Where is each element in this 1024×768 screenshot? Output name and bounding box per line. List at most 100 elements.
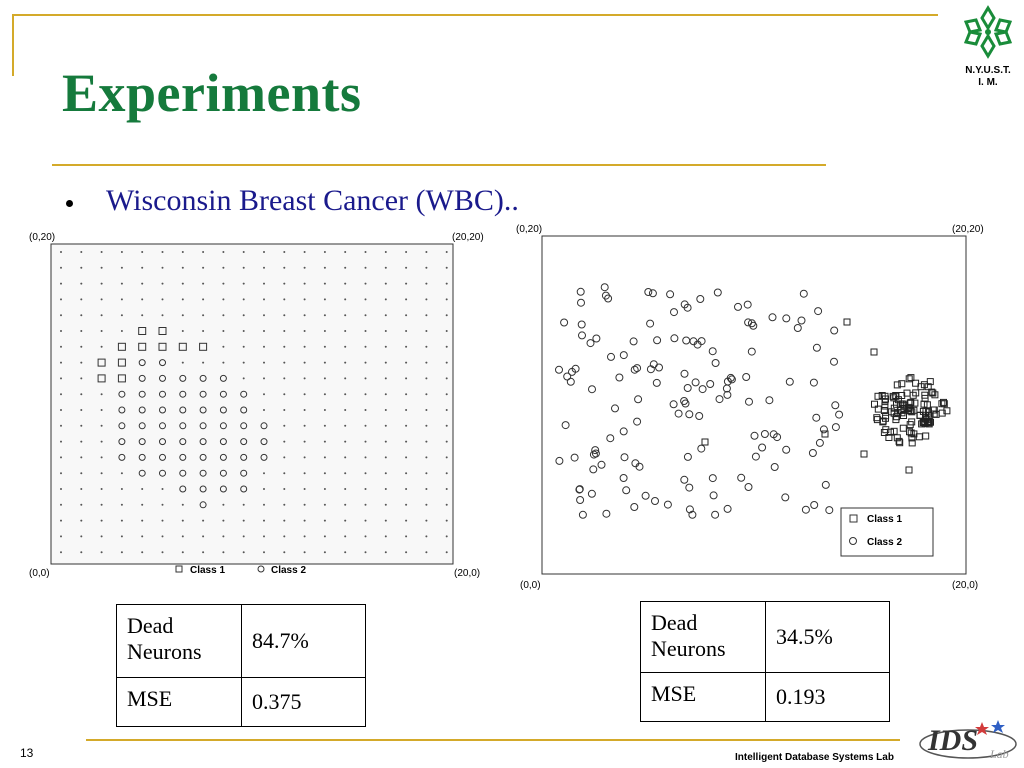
scatter-point-class2 bbox=[723, 390, 732, 399]
som-node-circle bbox=[219, 485, 227, 493]
som-node-dot bbox=[323, 503, 326, 506]
scatter-point-class1 bbox=[925, 419, 932, 427]
scatter-point-class1 bbox=[893, 381, 901, 389]
som-node-dot bbox=[283, 409, 286, 411]
scatter-point-class1 bbox=[890, 394, 898, 402]
scatter-point-class2 bbox=[587, 489, 596, 498]
som-node-dot bbox=[181, 503, 184, 506]
scatter-point-class1 bbox=[871, 400, 878, 408]
scatter-point-class2 bbox=[734, 302, 742, 311]
scatter-point-class1 bbox=[878, 392, 886, 399]
scatter-point-class2 bbox=[835, 410, 844, 419]
som-node-dot bbox=[303, 298, 306, 301]
scatter-point-class2 bbox=[688, 510, 697, 519]
right-plot-corner-bottom-left: (0,0) bbox=[520, 580, 541, 591]
som-node-dot bbox=[60, 251, 62, 253]
som-node-dot bbox=[202, 314, 205, 317]
scatter-point-class1 bbox=[860, 450, 868, 458]
som-node-dot bbox=[222, 282, 225, 285]
som-node-dot bbox=[181, 298, 184, 301]
som-node-dot bbox=[303, 424, 306, 427]
scatter-point-class2 bbox=[560, 318, 569, 327]
som-node-dot bbox=[80, 519, 83, 522]
som-node-dot bbox=[323, 377, 326, 380]
som-node-dot bbox=[161, 282, 164, 285]
scatter-point-class2 bbox=[758, 443, 767, 452]
som-node-dot bbox=[263, 472, 265, 475]
scatter-point-class1 bbox=[908, 418, 916, 426]
scatter-point-class2 bbox=[698, 385, 707, 394]
som-node-dot bbox=[384, 345, 387, 348]
scatter-point-class2 bbox=[566, 377, 575, 386]
som-node-circle bbox=[159, 374, 166, 382]
som-node-dot bbox=[161, 251, 164, 253]
som-node-dot bbox=[80, 535, 83, 538]
som-node-circle bbox=[138, 359, 146, 367]
scatter-point-class2 bbox=[810, 501, 819, 509]
som-node-dot bbox=[425, 266, 428, 269]
som-node-circle bbox=[219, 469, 227, 477]
som-node-dot bbox=[120, 535, 123, 538]
som-node-dot bbox=[425, 503, 428, 506]
som-node-circle bbox=[118, 453, 126, 461]
som-node-dot bbox=[344, 409, 347, 411]
som-node-dot bbox=[445, 314, 448, 317]
som-node-dot bbox=[181, 551, 184, 554]
nyust-emblem-icon bbox=[963, 5, 1013, 59]
som-node-square bbox=[97, 374, 106, 383]
som-node-dot bbox=[445, 377, 448, 380]
som-node-dot bbox=[323, 409, 326, 411]
scatter-point-class2 bbox=[597, 460, 606, 469]
scatter-point-class1 bbox=[873, 414, 881, 422]
som-node-dot bbox=[100, 251, 103, 253]
scatter-point-class2 bbox=[713, 288, 722, 297]
scatter-point-class2 bbox=[711, 359, 720, 367]
som-node-circle bbox=[179, 469, 187, 477]
som-node-circle bbox=[199, 390, 207, 398]
som-node-dot bbox=[242, 345, 245, 348]
som-node-dot bbox=[100, 393, 103, 396]
som-node-dot bbox=[445, 535, 448, 538]
som-node-dot bbox=[344, 314, 347, 317]
som-node-dot bbox=[405, 440, 408, 443]
scatter-point-class1 bbox=[940, 400, 948, 408]
som-node-dot bbox=[100, 488, 103, 490]
som-node-dot bbox=[303, 456, 306, 459]
right-plot-points bbox=[555, 283, 951, 519]
som-node-dot bbox=[242, 551, 245, 554]
scatter-point-class1 bbox=[879, 418, 887, 426]
som-node-dot bbox=[384, 551, 387, 554]
som-node-dot bbox=[283, 282, 286, 285]
som-node-dot bbox=[405, 503, 408, 506]
left-plot-nodes bbox=[60, 251, 448, 554]
som-node-dot bbox=[384, 393, 387, 396]
som-node-dot bbox=[263, 345, 265, 348]
som-node-circle bbox=[138, 453, 146, 461]
som-node-dot bbox=[141, 551, 144, 554]
right-results-table: Dead Neurons 34.5% MSE 0.193 bbox=[640, 601, 890, 722]
som-node-dot bbox=[80, 282, 83, 285]
page-number: 13 bbox=[20, 746, 34, 760]
scatter-point-class2 bbox=[799, 289, 808, 298]
scatter-point-class1 bbox=[908, 439, 916, 447]
scatter-point-class2 bbox=[821, 480, 830, 489]
som-node-circle bbox=[179, 485, 187, 493]
som-node-dot bbox=[222, 266, 225, 269]
som-node-circle bbox=[159, 438, 166, 446]
som-node-circle bbox=[138, 406, 146, 414]
som-node-circle bbox=[159, 390, 166, 398]
som-node-circle bbox=[219, 390, 227, 398]
som-node-dot bbox=[405, 298, 408, 301]
som-node-dot bbox=[364, 266, 367, 269]
som-node-dot bbox=[344, 282, 347, 285]
som-node-dot bbox=[425, 440, 428, 443]
scatter-point-class1 bbox=[929, 389, 937, 397]
scatter-point-class2 bbox=[619, 351, 628, 360]
som-node-dot bbox=[60, 393, 62, 396]
som-node-dot bbox=[283, 377, 286, 380]
som-node-dot bbox=[80, 424, 83, 427]
scatter-point-class2 bbox=[819, 425, 828, 434]
som-node-dot bbox=[222, 251, 225, 253]
som-node-dot bbox=[100, 330, 103, 332]
scatter-point-class2 bbox=[646, 319, 655, 328]
